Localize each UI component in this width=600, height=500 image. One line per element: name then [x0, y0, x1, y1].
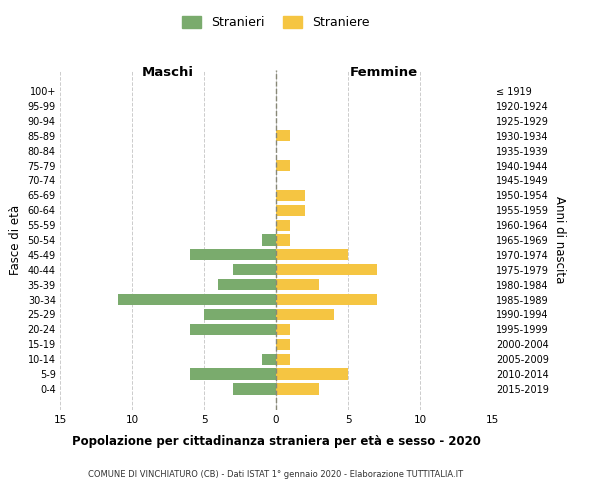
Bar [233, 384, 276, 394]
Bar [190, 368, 276, 380]
Bar [190, 250, 276, 260]
Bar [276, 368, 348, 380]
Bar [276, 338, 290, 350]
Bar [276, 234, 290, 246]
Bar [190, 324, 276, 335]
Text: Popolazione per cittadinanza straniera per età e sesso - 2020: Popolazione per cittadinanza straniera p… [71, 435, 481, 448]
Legend: Stranieri, Straniere: Stranieri, Straniere [178, 11, 374, 34]
Bar [276, 354, 290, 365]
Y-axis label: Fasce di età: Fasce di età [9, 205, 22, 275]
Text: Femmine: Femmine [350, 66, 418, 79]
Bar [276, 204, 305, 216]
Bar [204, 309, 276, 320]
Bar [233, 264, 276, 276]
Bar [276, 220, 290, 230]
Text: Maschi: Maschi [142, 66, 194, 79]
Bar [276, 190, 305, 201]
Bar [276, 324, 290, 335]
Bar [262, 234, 276, 246]
Bar [276, 294, 377, 305]
Bar [276, 250, 348, 260]
Bar [262, 354, 276, 365]
Bar [276, 264, 377, 276]
Y-axis label: Anni di nascita: Anni di nascita [553, 196, 566, 284]
Bar [276, 384, 319, 394]
Bar [276, 309, 334, 320]
Bar [118, 294, 276, 305]
Text: COMUNE DI VINCHIATURO (CB) - Dati ISTAT 1° gennaio 2020 - Elaborazione TUTTITALI: COMUNE DI VINCHIATURO (CB) - Dati ISTAT … [88, 470, 464, 479]
Bar [276, 160, 290, 171]
Bar [276, 279, 319, 290]
Bar [276, 130, 290, 141]
Bar [218, 279, 276, 290]
